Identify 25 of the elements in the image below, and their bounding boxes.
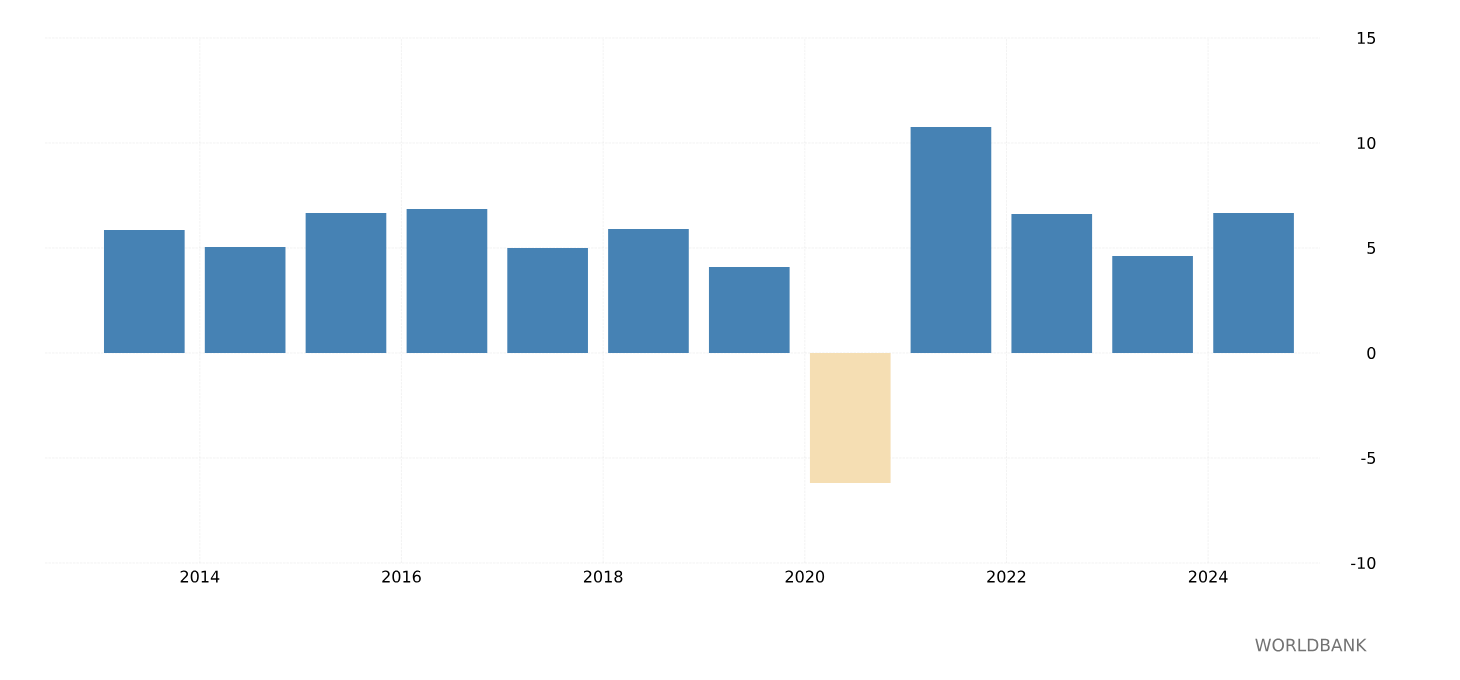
text: WORLDBANK [1255,638,1367,652]
bar [305,212,387,353]
bar [910,127,992,353]
bar [809,352,891,483]
y-tick-label: -5 [1361,452,1376,464]
bar [406,208,488,353]
bar [708,266,790,353]
x-tick-label: 2024 [1188,570,1228,583]
x-tick-label: 2022 [987,570,1026,583]
bar [1213,212,1294,353]
y-tick-label: 5 [1367,242,1376,254]
bar [507,247,588,353]
bar [1011,213,1093,353]
bar [608,229,689,353]
y-tick-label: -10 [1351,556,1376,570]
bar [204,246,286,353]
y-tick-label: 15 [1357,32,1376,44]
bar [1112,255,1193,353]
x-tick-label: 2014 [180,570,220,583]
x-tick-label: 2018 [583,570,623,583]
bar [103,229,185,353]
x-tick-label: 2016 [382,570,421,583]
x-tick-label: 2020 [785,570,825,583]
y-tick-label: 10 [1357,136,1376,150]
y-tick-label: 0 [1367,346,1376,360]
